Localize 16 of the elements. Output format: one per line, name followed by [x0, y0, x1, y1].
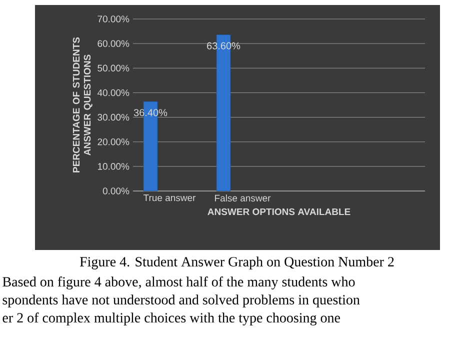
y-tick-label: 60.00%	[98, 40, 130, 47]
x-tick-label: True answer	[144, 194, 196, 202]
y-tick-label: 50.00%	[98, 64, 130, 72]
x-axis-title: ANSWER OPTIONS AVAILABLE	[208, 208, 350, 216]
caption: Figure 4. Student Answer Graph on Question Number 2	[80, 256, 394, 270]
y-tick-label: 10.00%	[98, 163, 130, 170]
text: spondents have not understood and solved problems in question	[2, 294, 360, 308]
y-tick-label: 0.00%	[102, 188, 130, 194]
text: er 2 of complex multiple choices with the type choosing one	[2, 312, 340, 326]
text: Based on figure 4 above, almost half of the many students who	[2, 276, 355, 290]
x-tick-label: False answer	[215, 194, 271, 202]
y-tick-label: 70.00%	[98, 16, 130, 22]
y-tick-label: 30.00%	[98, 114, 130, 121]
y-axis-title: PERCENTAGE OF STUDENTS ANSWER QUESTIONS	[72, 37, 92, 172]
y-tick-label: 40.00%	[97, 89, 130, 96]
y-tick-label: 20.00%	[98, 138, 130, 146]
